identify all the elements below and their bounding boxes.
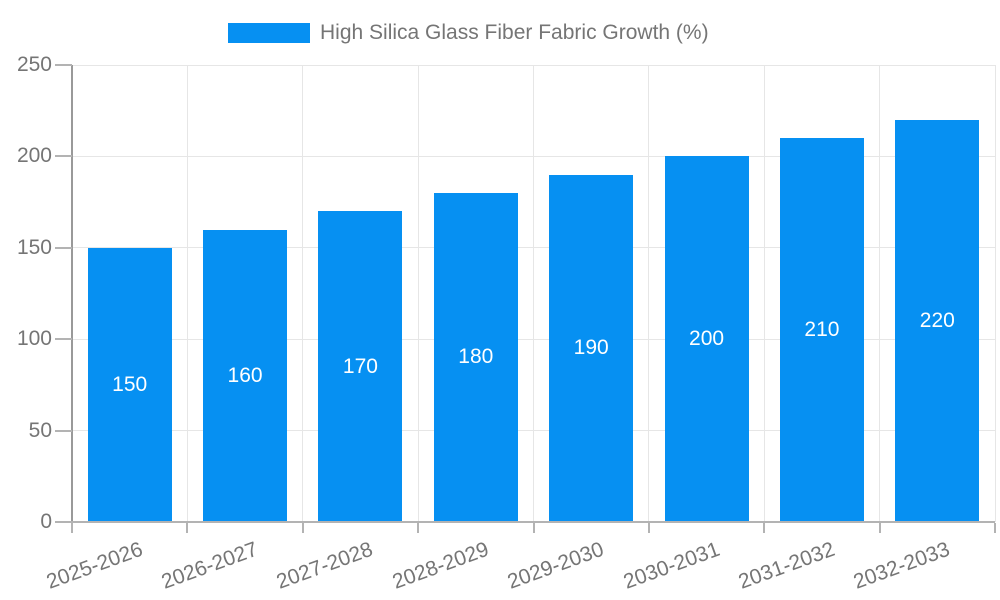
- x-axis-tick: [647, 523, 650, 533]
- bar-value-label: 190: [573, 336, 609, 360]
- x-axis-tick: [301, 523, 304, 533]
- bar: 160: [203, 229, 288, 522]
- y-axis-tick: [55, 429, 72, 432]
- x-axis-tick: [763, 523, 766, 533]
- y-axis-tick: [55, 64, 72, 66]
- x-axis-tick: [994, 523, 996, 533]
- legend: High Silica Glass Fiber Fabric Growth (%…: [228, 21, 709, 45]
- x-gridline: [533, 65, 534, 522]
- y-axis-tick-label: 200: [16, 144, 52, 168]
- x-gridline: [994, 65, 996, 522]
- bar-value-label: 160: [227, 363, 263, 387]
- y-axis-tick: [55, 246, 72, 249]
- x-gridline: [763, 65, 765, 522]
- legend-swatch: [228, 23, 310, 43]
- bar-value-label: 200: [689, 327, 725, 351]
- y-axis-tick-label: 50: [28, 418, 52, 442]
- bar: 220: [895, 119, 980, 522]
- x-axis-tick: [71, 523, 73, 533]
- bar-value-label: 210: [804, 318, 840, 342]
- y-axis-tick-label: 150: [16, 235, 52, 259]
- y-axis-tick-label: 250: [16, 53, 52, 76]
- x-gridline: [302, 65, 304, 522]
- x-gridline: [879, 65, 881, 522]
- y-axis-line: [71, 65, 73, 523]
- x-axis-tick: [878, 523, 881, 533]
- y-axis-tick: [55, 155, 72, 158]
- bar: 210: [779, 138, 864, 522]
- y-axis-tick: [55, 338, 72, 341]
- plot-area: 150 160 170 180 190 200 210 220: [72, 64, 996, 522]
- bar: 200: [664, 156, 749, 522]
- x-axis-tick: [186, 523, 189, 533]
- legend-label: High Silica Glass Fiber Fabric Growth (%…: [320, 21, 709, 44]
- y-axis-tick-label: 100: [16, 327, 52, 351]
- y-axis-tick: [55, 521, 72, 523]
- bar-value-label: 150: [112, 372, 148, 396]
- bar-value-label: 170: [342, 354, 378, 378]
- y-axis-tick-label: 0: [40, 510, 52, 533]
- x-axis-line: [72, 521, 995, 523]
- x-axis-tick: [417, 523, 420, 533]
- x-axis-tick: [532, 523, 535, 533]
- bar-value-label: 220: [919, 308, 955, 332]
- bar: 180: [433, 192, 518, 522]
- bar-value-label: 180: [458, 345, 494, 369]
- bar: 170: [318, 211, 403, 522]
- x-gridline: [186, 65, 188, 522]
- bar: 190: [549, 174, 634, 522]
- bar: 150: [87, 247, 172, 522]
- x-gridline: [648, 65, 650, 522]
- x-gridline: [417, 65, 419, 522]
